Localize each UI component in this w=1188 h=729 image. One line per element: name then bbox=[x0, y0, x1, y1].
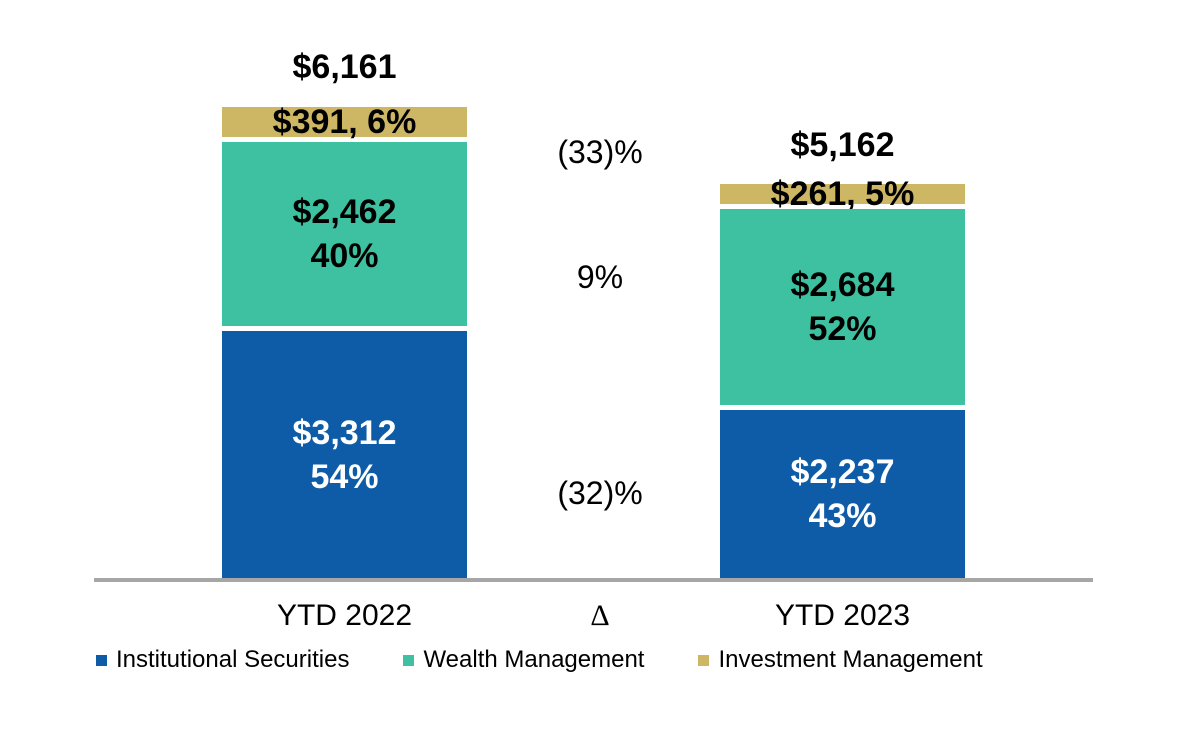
axis-label-ytd2023: YTD 2023 bbox=[774, 599, 911, 632]
legend-swatch-icon bbox=[403, 654, 415, 666]
delta-value-middle: 9% bbox=[576, 259, 624, 295]
delta-value-top: (33)% bbox=[557, 134, 643, 170]
segment-percent-label: 43% bbox=[808, 497, 877, 535]
legend-swatch-icon bbox=[698, 654, 710, 666]
segment-percent-label: 40% bbox=[310, 237, 379, 275]
segment-value-label: $391, 6% bbox=[272, 103, 417, 141]
x-axis-line bbox=[94, 578, 1093, 582]
segment-value-label: $2,237 bbox=[790, 453, 895, 491]
legend-item-investment-management: Investment Management bbox=[698, 646, 983, 674]
axis-label-delta: Δ bbox=[590, 599, 610, 632]
segment-institutional-securities-ytd2022: $3,312 54% bbox=[222, 331, 467, 578]
total-label-ytd2022: $6,161 bbox=[292, 48, 397, 86]
legend-swatch-icon bbox=[96, 654, 107, 666]
legend-label: Institutional Securities bbox=[116, 646, 350, 673]
total-label-ytd2023: $5,162 bbox=[790, 126, 895, 164]
legend-item-wealth-management: Wealth Management bbox=[403, 646, 644, 674]
segment-wealth-management-ytd2022: $2,462 40% bbox=[222, 142, 467, 326]
legend-item-institutional-securities: Institutional Securities bbox=[96, 646, 349, 674]
segment-percent-label: 54% bbox=[310, 457, 379, 496]
axis-label-ytd2022: YTD 2022 bbox=[276, 599, 413, 632]
segment-institutional-securities-ytd2023: $2,237 43% bbox=[720, 410, 965, 578]
legend: Institutional Securities Wealth Manageme… bbox=[96, 646, 983, 674]
segment-value-label: $2,462 bbox=[292, 193, 397, 231]
segment-wealth-management-ytd2023: $2,684 52% bbox=[720, 209, 965, 405]
segment-value-label: $2,684 bbox=[790, 266, 895, 304]
legend-label: Wealth Management bbox=[423, 646, 645, 673]
segment-investment-management-ytd2022: $391, 6% bbox=[222, 103, 467, 141]
segment-value-label: $3,312 bbox=[292, 413, 397, 452]
segment-investment-management-ytd2023: $261, 5% bbox=[720, 175, 965, 213]
delta-value-bottom: (32)% bbox=[557, 475, 643, 511]
segment-percent-label: 52% bbox=[808, 310, 877, 348]
segment-value-label: $261, 5% bbox=[770, 175, 915, 213]
legend-label: Investment Management bbox=[718, 646, 983, 673]
